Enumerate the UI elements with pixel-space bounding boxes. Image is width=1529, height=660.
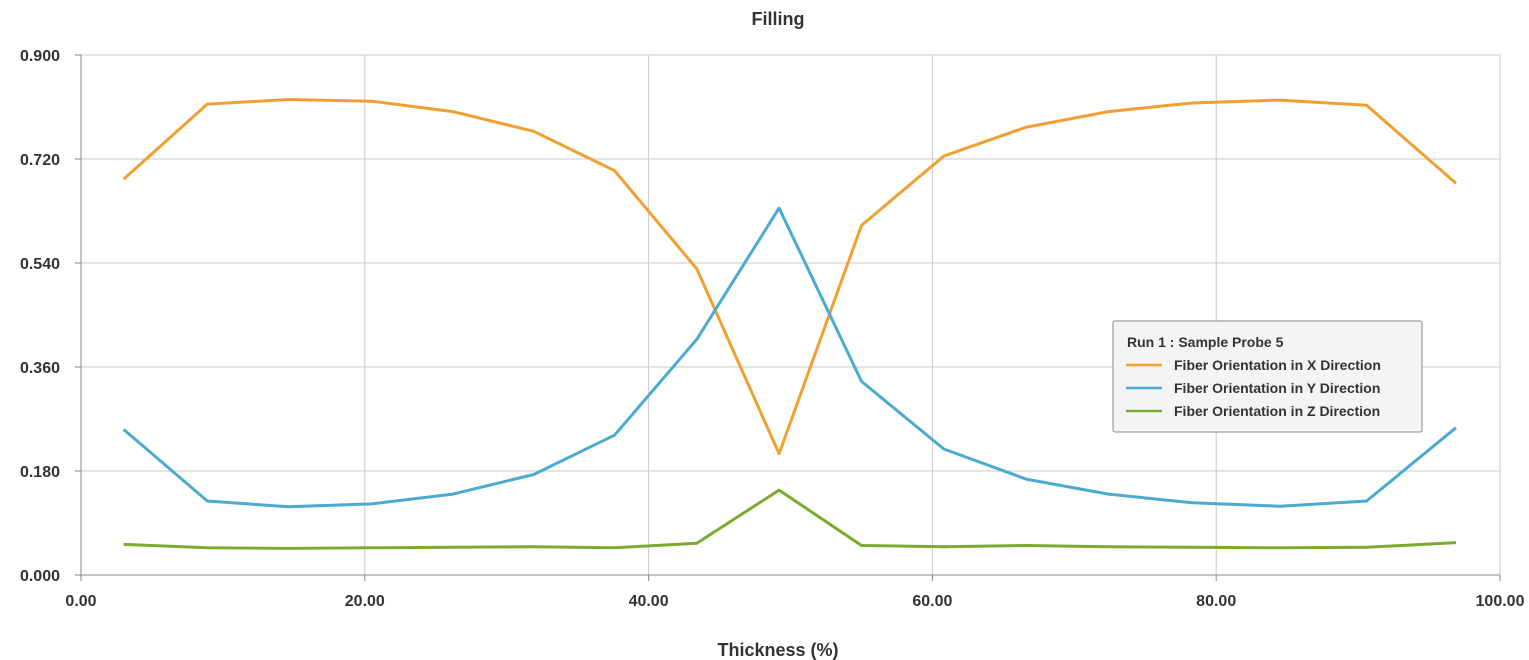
- x-axis-ticks: 0.00 20.00 40.00 60.00 80.00 100.00: [65, 593, 1524, 610]
- legend-title: Run 1 : Sample Probe 5: [1127, 334, 1284, 350]
- x-tick-label: 0.00: [65, 593, 96, 610]
- y-tick-label: 0.000: [20, 568, 60, 585]
- y-tick-label: 0.720: [20, 152, 60, 169]
- x-tick-label: 20.00: [345, 593, 385, 610]
- x-axis-label: Thickness (%): [717, 640, 838, 660]
- legend-entry-label: Fiber Orientation in Y Direction: [1174, 380, 1380, 396]
- series-line-3: [123, 488, 1457, 550]
- grid: [81, 54, 1501, 575]
- series-line-2: [122, 206, 1457, 509]
- series-line-1: [122, 98, 1457, 456]
- x-tick-label: 80.00: [1196, 593, 1236, 610]
- series-lines: [122, 98, 1457, 550]
- legend-items: Fiber Orientation in X Direction Fiber Or…: [1126, 357, 1381, 419]
- y-axis-ticks: 0.000 0.180 0.360 0.540 0.720 0.900: [20, 48, 60, 585]
- legend-entry-label: Fiber Orientation in Z Direction: [1174, 403, 1380, 419]
- legend-box: [1112, 320, 1423, 433]
- axes: [75, 54, 1501, 581]
- chart-title: Filling: [752, 9, 805, 29]
- y-tick-label: 0.180: [20, 464, 60, 481]
- y-tick-label: 0.900: [20, 48, 60, 65]
- legend-entry-label: Fiber Orientation in X Direction: [1174, 357, 1381, 373]
- y-tick-label: 0.360: [20, 360, 60, 377]
- x-tick-label: 60.00: [912, 593, 952, 610]
- legend: Run 1 : Sample Probe 5 Fiber Orientation…: [1112, 320, 1423, 433]
- x-tick-label: 100.00: [1476, 593, 1525, 610]
- x-tick-label: 40.00: [629, 593, 669, 610]
- y-tick-label: 0.540: [20, 256, 60, 273]
